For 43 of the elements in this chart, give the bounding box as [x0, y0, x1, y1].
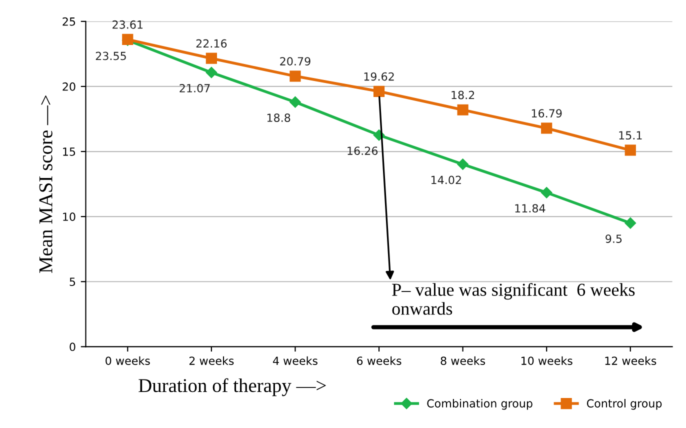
x-tick-label: 10 weeks [521, 356, 572, 366]
x-tick-label: 4 weeks [272, 356, 318, 366]
x-tick-label: 2 weeks [189, 356, 234, 366]
y-axis-title: Mean MASI score —> [39, 96, 52, 273]
point [206, 66, 218, 78]
data-label: 22.16 [196, 39, 227, 48]
data-label: 18.8 [267, 114, 290, 122]
data-label: 23.61 [112, 20, 143, 29]
point [290, 70, 301, 82]
data-label: 16.26 [348, 146, 378, 156]
point [373, 86, 385, 97]
point [624, 144, 636, 156]
y-tick-label: 25 [62, 17, 76, 26]
point [540, 187, 552, 198]
data-label: 9.5 [606, 234, 622, 243]
x-tick-label: 0 weeks [106, 356, 150, 366]
y-tick-label: 15 [63, 148, 76, 156]
legend-label: Control group [586, 398, 662, 410]
data-label: 21.07 [180, 84, 210, 92]
point [457, 158, 468, 170]
data-label: 14.02 [431, 176, 461, 184]
x-axis-title: Duration of therapy —> [138, 378, 326, 396]
x-tick-label: 6 weeks [357, 356, 402, 366]
data-label: 19.62 [364, 72, 394, 81]
data-label: 20.79 [280, 57, 310, 66]
x-tick-label: 8 weeks [440, 356, 486, 366]
y-tick-label: 5 [70, 278, 76, 286]
x-tick-label: 12 weeks [605, 356, 656, 366]
point [457, 104, 468, 116]
data-label: 16.79 [532, 109, 562, 118]
data-label: 11.84 [515, 204, 546, 213]
annotation: P– value was significant 6 weeks onwards [392, 282, 635, 315]
y-tick-label: 0 [70, 342, 76, 352]
data-label: 18.2 [452, 90, 474, 100]
data-label: 23.55 [96, 52, 126, 60]
point [206, 52, 217, 64]
point [624, 217, 636, 229]
point [541, 122, 552, 134]
y-tick-label: 10 [63, 212, 76, 221]
point [290, 96, 301, 108]
legend-label: Combination group [427, 398, 532, 410]
data-label: 15.1 [619, 131, 642, 140]
y-tick-label: 20 [62, 82, 76, 91]
